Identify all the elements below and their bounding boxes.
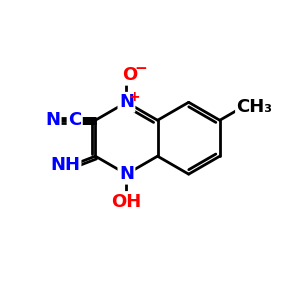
Text: CH₃: CH₃ (236, 98, 272, 116)
Text: −: − (134, 61, 147, 76)
Text: C: C (68, 111, 81, 129)
Text: +: + (129, 90, 140, 104)
Text: NH: NH (50, 156, 80, 174)
Text: N: N (119, 93, 134, 111)
Text: N: N (45, 111, 60, 129)
Text: OH: OH (111, 193, 142, 211)
Text: N: N (119, 165, 134, 183)
Text: O: O (122, 66, 138, 84)
